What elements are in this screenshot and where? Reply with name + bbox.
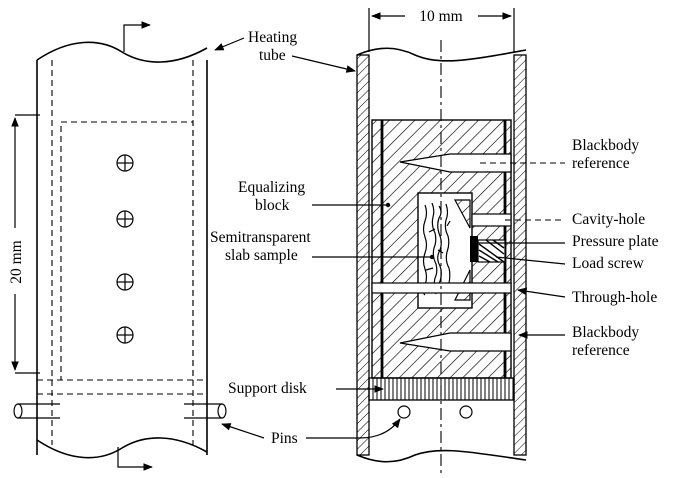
leader-pins-left [221, 423, 265, 439]
label-blackbody-top-line2: reference [572, 155, 630, 172]
label-heating-tube-line2: tube [259, 47, 286, 64]
leader-through-hole [517, 287, 566, 298]
label-pins: Pins [271, 430, 298, 447]
dim-10mm-label: 10 mm [419, 8, 463, 25]
annotations: Heating tube Blackbody reference Equaliz… [210, 29, 659, 447]
label-pressure-plate: Pressure plate [572, 233, 659, 250]
leader-pins-right [306, 418, 401, 439]
label-heating-tube-line1: Heating [248, 29, 297, 46]
label-blackbody-bottom-line2: reference [572, 342, 630, 359]
label-cavity-hole: Cavity-hole [572, 211, 645, 228]
section-arrow-top [123, 21, 151, 52]
dim-20mm-gap [3, 228, 27, 294]
section-arrow-bottom [117, 447, 153, 471]
section-break-top [356, 47, 527, 62]
dim-20mm-label: 20 mm [8, 240, 25, 284]
right-pin [184, 403, 227, 419]
left-tube-break-top [36, 41, 208, 63]
label-load-screw: Load screw [572, 255, 645, 272]
leader-heating-tube-right [291, 55, 356, 73]
label-blackbody-bottom-line1: Blackbody [572, 324, 639, 341]
leader-equalizing-dot [385, 202, 391, 208]
leader-sample-dot [429, 254, 435, 260]
hole-marker-3 [116, 273, 134, 291]
hole-marker-2 [116, 210, 134, 228]
tube-wall-right [513, 54, 527, 456]
left-tube-view: 20 mm [3, 21, 227, 471]
left-tube-break-bottom [36, 437, 208, 459]
load-screw-thread [478, 239, 505, 263]
label-through-hole: Through-hole [572, 289, 657, 306]
label-semitransparent-line1: Semitransparent [210, 229, 311, 246]
left-block-outline [60, 121, 194, 381]
pressure-plate [470, 236, 478, 262]
pin-section-right [459, 405, 473, 419]
label-equalizing-line2: block [255, 197, 290, 214]
label-semitransparent-line2: slab sample [225, 247, 298, 264]
left-pin [13, 403, 60, 419]
hole-marker-1 [116, 154, 134, 172]
label-support-disk: Support disk [228, 380, 307, 397]
section-break-bottom [356, 449, 527, 463]
blackbody-cavity-bottom [399, 332, 512, 352]
tube-wall-left [356, 54, 370, 456]
label-blackbody-top-line1: Blackbody [572, 137, 639, 154]
leader-load-screw [495, 256, 566, 265]
hole-marker-4 [116, 326, 134, 344]
label-equalizing-line1: Equalizing [238, 179, 305, 196]
prism-upper [453, 199, 471, 229]
leader-heating-tube-left [214, 37, 245, 51]
pin-section-left [397, 405, 411, 419]
right-section-view: 10 mm [356, 8, 527, 475]
slab-sample [422, 202, 451, 296]
load-screw [477, 239, 506, 263]
